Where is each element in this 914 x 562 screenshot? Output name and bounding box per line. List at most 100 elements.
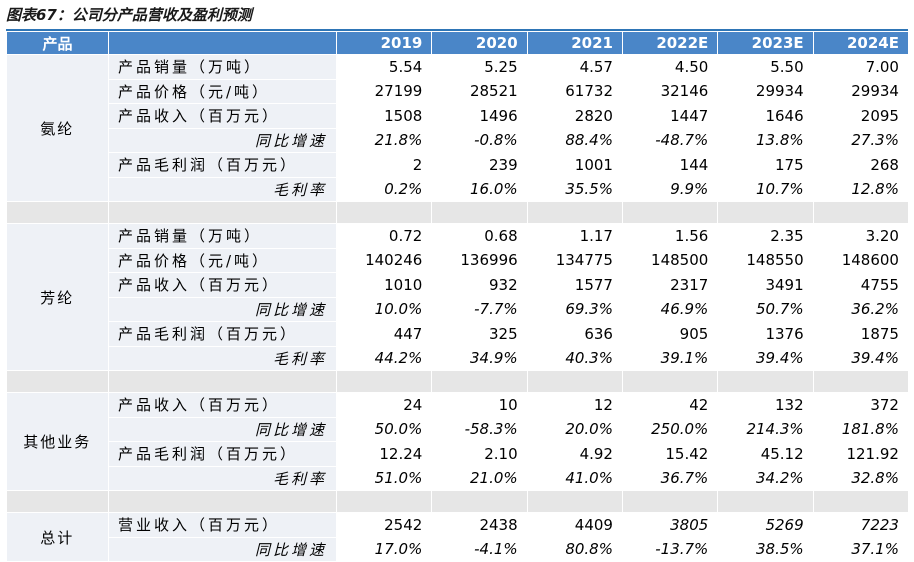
separator-cell xyxy=(336,201,433,224)
row-label: 毛利率 xyxy=(108,177,337,202)
product-name: 芳纶 xyxy=(6,223,109,371)
separator-cell xyxy=(527,370,623,393)
header-year: 2024E xyxy=(812,31,909,55)
value-cell: 250.0% xyxy=(622,417,719,442)
value-cell: 2317 xyxy=(622,272,719,298)
separator-cell xyxy=(622,490,719,513)
row-label: 毛利率 xyxy=(108,466,337,491)
table-body: 氨纶 产品销量（万吨） 5.54 5.25 4.57 4.50 5.50 7.00 产品价格（元… xyxy=(6,54,909,562)
value-cell: 3.20 xyxy=(813,223,909,249)
value-cell: 5.50 xyxy=(717,54,814,80)
value-cell: 45.12 xyxy=(717,441,814,467)
value-cell: 214.3% xyxy=(717,417,814,442)
value-cell: 24 xyxy=(336,392,433,418)
value-cell: 7.00 xyxy=(813,54,909,80)
header-row: 产品 2019 2020 2021 2022E 2023E 2024E xyxy=(6,31,909,55)
group-separator xyxy=(6,201,909,224)
value-cell: 1010 xyxy=(336,272,433,298)
value-cell: 21.0% xyxy=(431,466,528,491)
value-cell: 5269 xyxy=(717,512,814,538)
value-cell: 1001 xyxy=(527,152,623,178)
row-label: 毛利率 xyxy=(108,346,337,371)
value-cell: 69.3% xyxy=(527,297,623,322)
separator-cell xyxy=(6,201,109,224)
row-label: 同比增速 xyxy=(108,417,337,442)
value-cell: 181.8% xyxy=(813,417,909,442)
row-label: 产品价格（元/吨） xyxy=(108,79,337,104)
value-cell: 932 xyxy=(431,272,528,298)
value-cell: 2820 xyxy=(527,103,623,129)
value-cell: 17.0% xyxy=(336,537,433,562)
separator-cell xyxy=(431,370,528,393)
value-cell: 148500 xyxy=(622,248,719,273)
value-cell: 29934 xyxy=(813,79,909,104)
value-cell: 636 xyxy=(527,321,623,347)
value-cell: 175 xyxy=(717,152,814,178)
separator-cell xyxy=(813,201,909,224)
table-row: 产品价格（元/吨） 27199 28521 61732 32146 29934 29934 xyxy=(7,79,909,104)
value-cell: 148600 xyxy=(813,248,909,273)
value-cell: 0.68 xyxy=(431,223,528,249)
separator-cell xyxy=(527,490,623,513)
value-cell: 3491 xyxy=(717,272,814,298)
header-year: 2021 xyxy=(526,31,623,55)
row-label: 产品毛利润（百万元） xyxy=(108,441,337,467)
row-label: 产品价格（元/吨） xyxy=(108,248,337,273)
header-year: 2022E xyxy=(621,31,719,55)
value-cell: 239 xyxy=(431,152,528,178)
separator-cell xyxy=(717,490,814,513)
header-year: 2020 xyxy=(431,31,528,55)
value-cell: 1577 xyxy=(527,272,623,298)
value-cell: 4.50 xyxy=(622,54,719,80)
value-cell: 46.9% xyxy=(622,297,719,322)
row-label: 营业收入（百万元） xyxy=(108,512,337,538)
value-cell: 4409 xyxy=(527,512,623,538)
value-cell: 0.72 xyxy=(336,223,433,249)
value-cell: 1.56 xyxy=(622,223,719,249)
value-cell: 29934 xyxy=(717,79,814,104)
separator-cell xyxy=(622,370,719,393)
value-cell: 10.0% xyxy=(336,297,433,322)
header-year: 2023E xyxy=(717,31,814,55)
table-row: 总计 营业收入（百万元） 2542 2438 4409 3805 5269 7223 xyxy=(6,512,909,562)
value-cell: 2 xyxy=(336,152,433,178)
value-cell: 88.4% xyxy=(527,128,623,153)
table-row: 同比增速 50.0% -58.3% 20.0% 250.0% 214.3% 181.8% xyxy=(7,417,909,442)
value-cell: 34.2% xyxy=(717,466,814,491)
value-cell: 21.8% xyxy=(336,128,433,153)
value-cell: 0.2% xyxy=(336,177,433,202)
value-cell: 4.92 xyxy=(527,441,623,467)
value-cell: 7223 xyxy=(813,512,909,538)
value-cell: 50.7% xyxy=(717,297,814,322)
value-cell: 4755 xyxy=(813,272,909,298)
table-row: 产品收入（百万元） 1508 1496 2820 1447 1646 2095 xyxy=(7,103,909,129)
value-cell: 1496 xyxy=(431,103,528,129)
group-separator xyxy=(6,490,909,513)
value-cell: 2095 xyxy=(813,103,909,129)
value-cell: 32.8% xyxy=(813,466,909,491)
value-cell: 44.2% xyxy=(336,346,433,371)
value-cell: 15.42 xyxy=(622,441,719,467)
table-row: 其他业务 产品收入（百万元） 24 10 12 42 132 372 xyxy=(6,392,909,491)
separator-cell xyxy=(431,490,528,513)
product-name: 氨纶 xyxy=(6,54,109,202)
table-row: 同比增速 21.8% -0.8% 88.4% -48.7% 13.8% 27.3% xyxy=(7,128,909,153)
value-cell: 325 xyxy=(431,321,528,347)
figure-title: 图表67：公司分产品营收及盈利预测 xyxy=(6,6,252,24)
value-cell: 50.0% xyxy=(336,417,433,442)
value-cell: 9.9% xyxy=(622,177,719,202)
row-label: 产品收入（百万元） xyxy=(108,272,337,298)
table-row: 氨纶 产品销量（万吨） 5.54 5.25 4.57 4.50 5.50 7.00 xyxy=(6,54,909,202)
value-cell: 136996 xyxy=(431,248,528,273)
value-cell: -58.3% xyxy=(431,417,528,442)
value-cell: 2542 xyxy=(336,512,433,538)
value-cell: -7.7% xyxy=(431,297,528,322)
row-label: 产品毛利润（百万元） xyxy=(108,321,337,347)
product-name: 其他业务 xyxy=(6,392,109,491)
value-cell: 1875 xyxy=(813,321,909,347)
title-rule xyxy=(6,29,908,31)
value-cell: 10 xyxy=(431,392,528,418)
value-cell: 37.1% xyxy=(813,537,909,562)
value-cell: 12.24 xyxy=(336,441,433,467)
value-cell: 10.7% xyxy=(717,177,814,202)
